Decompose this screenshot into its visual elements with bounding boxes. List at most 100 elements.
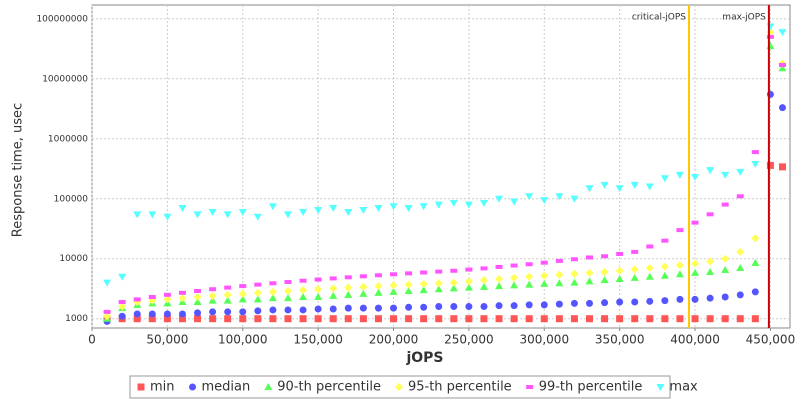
point — [778, 104, 786, 112]
point — [390, 315, 398, 323]
point — [299, 209, 308, 217]
point — [464, 277, 473, 286]
point — [510, 263, 518, 268]
point — [464, 283, 473, 291]
point — [419, 286, 428, 294]
point — [224, 285, 232, 290]
point — [148, 211, 157, 219]
point — [194, 309, 202, 317]
point — [601, 315, 609, 323]
point — [419, 279, 428, 288]
point — [751, 258, 760, 266]
point — [329, 205, 338, 213]
point — [178, 294, 187, 303]
point — [691, 268, 700, 276]
point — [163, 315, 171, 323]
point — [299, 278, 307, 283]
point — [778, 163, 786, 171]
point — [465, 302, 473, 310]
point — [510, 281, 519, 289]
point — [600, 181, 609, 189]
point — [194, 315, 202, 323]
point — [450, 268, 458, 273]
point — [208, 291, 217, 300]
point — [390, 304, 398, 312]
point — [600, 276, 609, 284]
point — [465, 267, 473, 272]
point — [133, 315, 141, 323]
point — [675, 261, 684, 270]
point — [223, 290, 232, 299]
point — [676, 228, 684, 233]
point — [374, 282, 383, 291]
point — [224, 315, 232, 323]
point — [209, 287, 217, 292]
point — [269, 306, 277, 314]
point — [389, 203, 398, 211]
point — [479, 199, 488, 207]
point — [480, 302, 488, 310]
point — [645, 272, 654, 280]
point — [253, 295, 262, 303]
point — [148, 315, 156, 323]
point — [133, 211, 142, 219]
point — [420, 270, 428, 275]
point — [329, 305, 337, 313]
point — [434, 279, 443, 288]
point — [314, 293, 323, 301]
point — [751, 234, 760, 243]
x-tick-label: 100,000 — [218, 333, 268, 347]
point — [630, 273, 639, 281]
point — [631, 249, 639, 254]
point — [721, 254, 730, 263]
point — [646, 297, 654, 305]
point — [163, 310, 171, 318]
point — [631, 298, 639, 306]
point — [510, 273, 519, 282]
point — [374, 288, 383, 296]
point — [299, 315, 307, 323]
point — [314, 315, 322, 323]
point — [238, 295, 247, 303]
point — [585, 255, 593, 260]
point — [344, 283, 353, 292]
point — [736, 264, 745, 272]
point — [706, 294, 714, 302]
x-tick-label: 0 — [88, 333, 96, 347]
point — [675, 171, 684, 179]
point — [434, 201, 443, 209]
point — [299, 286, 308, 295]
point — [329, 284, 338, 293]
legend-label: min — [150, 380, 175, 395]
point — [268, 287, 277, 296]
point — [193, 297, 202, 305]
legend-symbol — [264, 383, 273, 390]
point — [374, 205, 383, 213]
point — [615, 266, 624, 275]
point — [405, 303, 413, 311]
point — [766, 34, 774, 39]
point — [585, 299, 593, 307]
point — [675, 270, 684, 278]
point — [691, 220, 699, 225]
legend-symbol — [526, 385, 534, 389]
point — [601, 299, 609, 307]
point — [615, 185, 624, 193]
point — [194, 288, 202, 293]
point — [254, 282, 262, 287]
point — [631, 315, 639, 323]
point — [103, 312, 112, 321]
point — [525, 315, 533, 323]
point — [283, 211, 292, 219]
point — [163, 292, 171, 297]
point — [209, 315, 217, 323]
point — [691, 259, 700, 268]
point — [555, 315, 563, 323]
point — [465, 315, 473, 323]
point — [389, 281, 398, 290]
point — [420, 315, 428, 323]
point — [239, 315, 247, 323]
point — [314, 206, 323, 214]
point — [706, 257, 715, 266]
point — [344, 290, 353, 298]
